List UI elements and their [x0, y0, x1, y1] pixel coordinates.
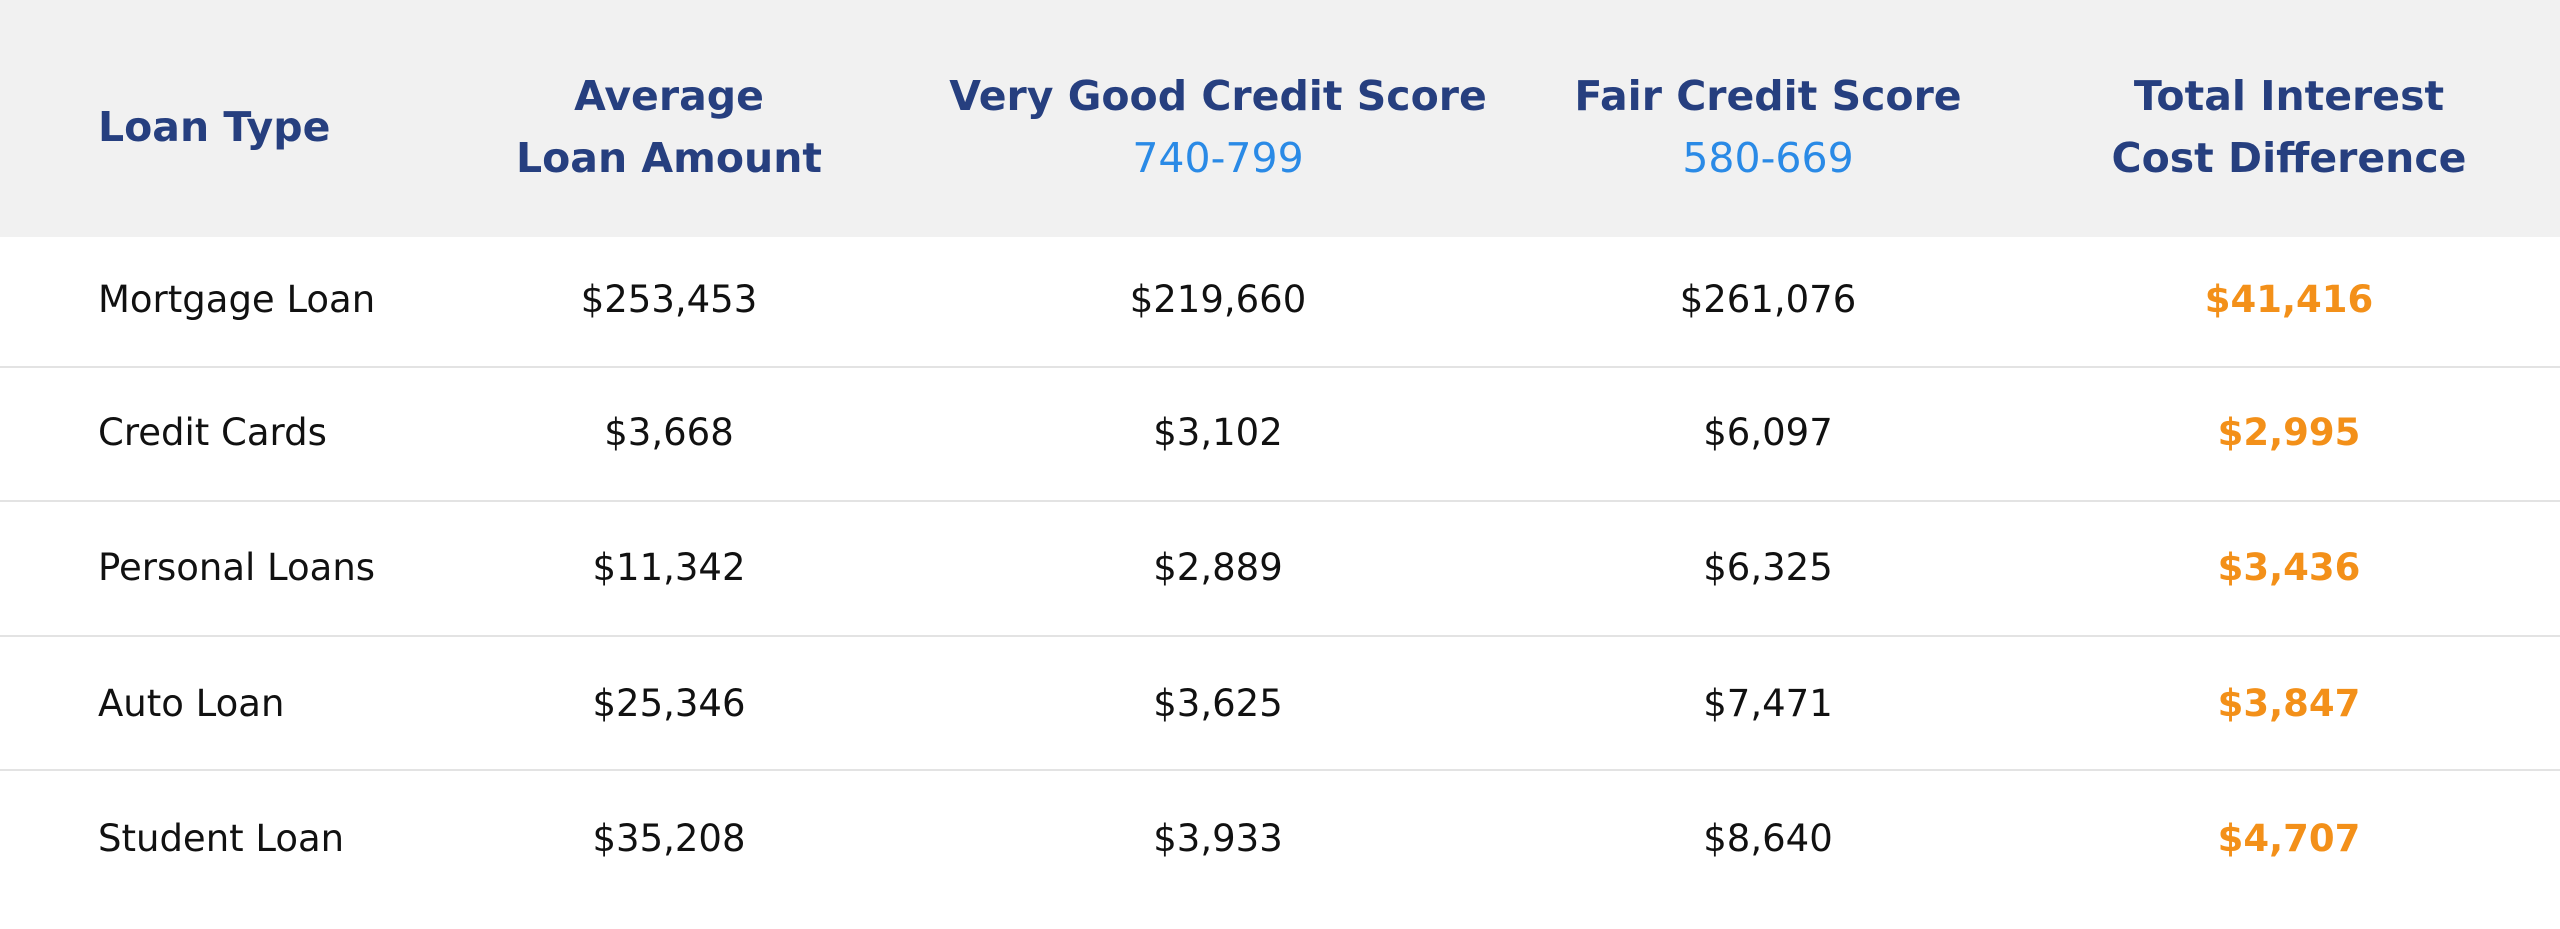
table-header — [0, 0, 2560, 237]
value-cell: $3,625 — [1153, 682, 1283, 725]
row-label: Mortgage Loan — [98, 278, 376, 321]
value-cell: $253,453 — [580, 278, 758, 321]
value-cell: $35,208 — [592, 817, 746, 860]
difference-cell: $3,436 — [2217, 546, 2361, 589]
value-cell: $3,668 — [604, 411, 734, 454]
difference-cell: $2,995 — [2217, 411, 2361, 454]
value-cell: $261,076 — [1679, 278, 1857, 321]
value-cell: $8,640 — [1703, 817, 1833, 860]
header-title: Loan Type — [98, 103, 331, 151]
difference-cell: $3,847 — [2217, 682, 2361, 725]
value-cell: $3,102 — [1153, 411, 1283, 454]
row-label: Personal Loans — [98, 546, 376, 589]
row-label: Auto Loan — [98, 682, 285, 725]
value-cell: $25,346 — [592, 682, 746, 725]
header-title: Loan Amount — [515, 134, 823, 182]
header-title: Very Good Credit Score — [949, 72, 1487, 120]
header-range: 580-669 — [1682, 134, 1854, 182]
value-cell: $2,889 — [1153, 546, 1283, 589]
difference-cell: $4,707 — [2217, 817, 2361, 860]
row-divider — [0, 769, 2560, 771]
row-divider — [0, 366, 2560, 368]
row-divider — [0, 500, 2560, 502]
value-cell: $6,097 — [1703, 411, 1833, 454]
header-title: Cost Difference — [2111, 134, 2467, 182]
header-range: 740-799 — [1132, 134, 1304, 182]
row-divider — [0, 635, 2560, 637]
header-title: Total Interest — [2133, 72, 2445, 120]
value-cell: $11,342 — [592, 546, 746, 589]
value-cell: $219,660 — [1129, 278, 1307, 321]
row-label: Credit Cards — [98, 411, 327, 454]
header-title: Average — [574, 72, 764, 120]
header-title: Fair Credit Score — [1574, 72, 1962, 120]
value-cell: $3,933 — [1153, 817, 1283, 860]
row-label: Student Loan — [98, 817, 345, 860]
value-cell: $7,471 — [1703, 682, 1833, 725]
difference-cell: $41,416 — [2204, 278, 2374, 321]
value-cell: $6,325 — [1703, 546, 1833, 589]
